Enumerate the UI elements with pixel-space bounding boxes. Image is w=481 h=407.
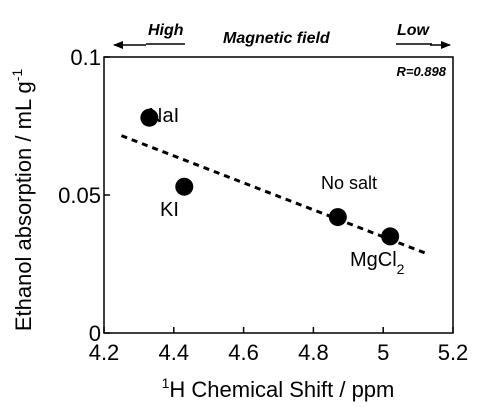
x-tick-label: 5.2 — [438, 340, 469, 365]
x-axis-label-main: H Chemical Shift / ppm — [169, 377, 394, 402]
y-axis-label-superscript: -1 — [9, 69, 25, 82]
x-axis-label-superscript: 1 — [162, 375, 170, 391]
x-axis-ticks: 4.2 4.4 4.6 4.8 5 5.2 — [89, 327, 469, 365]
x-tick-label: 4.4 — [159, 340, 190, 365]
high-label: High — [148, 22, 184, 39]
x-tick-label: 4.2 — [89, 340, 120, 365]
y-axis-ticks: 0 0.05 0.1 — [58, 45, 110, 346]
x-tick-label: 4.6 — [228, 340, 259, 365]
point-label-mgcl2: MgCl2 — [350, 249, 405, 277]
point-label-mgcl2-subscript: 2 — [397, 261, 405, 277]
point-label-ki: KI — [160, 199, 179, 221]
x-tick-label: 4.8 — [298, 340, 329, 365]
data-point — [381, 227, 400, 246]
data-point — [175, 177, 194, 196]
point-label-nai: NaI — [148, 105, 179, 127]
point-label-no-salt: No salt — [321, 173, 377, 193]
r-value-annotation: R=0.898 — [396, 64, 446, 79]
data-point — [140, 108, 159, 127]
y-axis-label: Ethanol absorption / mL g-1 — [9, 69, 36, 332]
y-tick-label: 0 — [89, 321, 101, 346]
low-label: Low — [397, 22, 431, 39]
x-tick-label: 5 — [377, 340, 389, 365]
y-tick-label: 0.05 — [58, 183, 101, 208]
x-axis-label: 1H Chemical Shift / ppm — [162, 375, 395, 402]
data-points — [140, 108, 400, 246]
magnetic-field-label: Magnetic field — [223, 30, 331, 47]
data-point — [328, 208, 347, 227]
y-axis-label-main: Ethanol absorption / mL g — [11, 81, 36, 331]
point-label-mgcl2-main: MgCl — [350, 249, 397, 271]
y-tick-label: 0.1 — [70, 45, 101, 70]
